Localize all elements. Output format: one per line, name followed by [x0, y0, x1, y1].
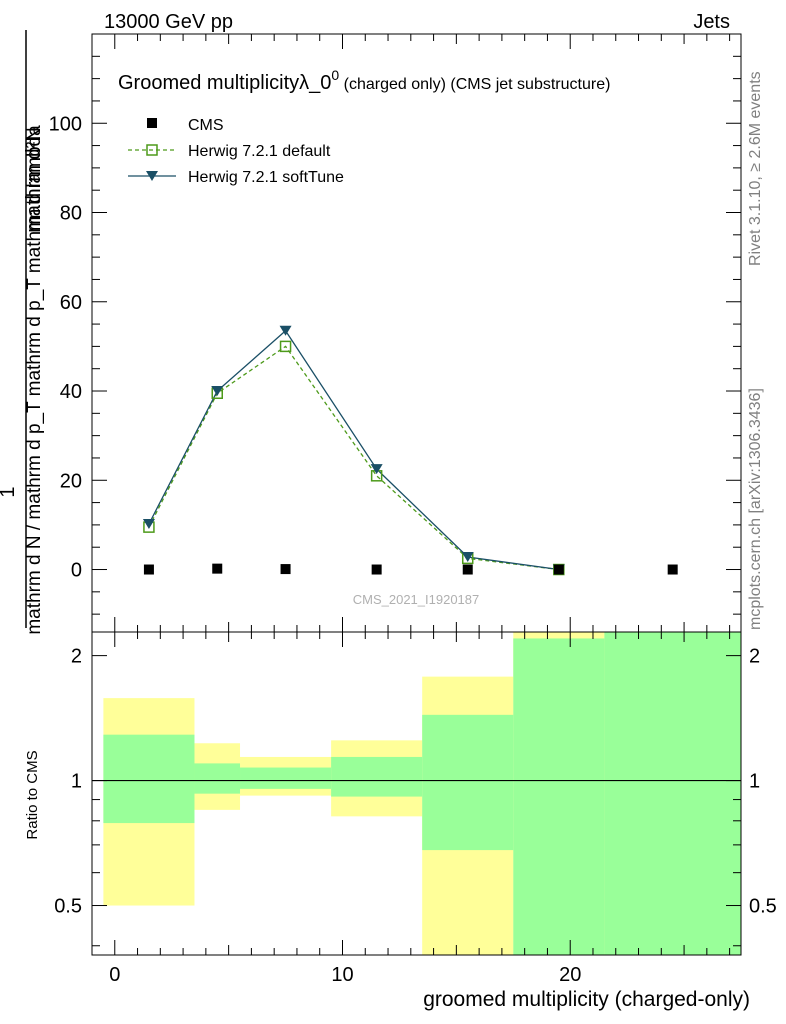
header-right: Jets [693, 11, 730, 33]
cms-data-point [143, 564, 154, 575]
series-herwig-soft-line [148, 329, 559, 571]
herwig-soft-point [370, 464, 383, 475]
ratio-xtick-label: 20 [559, 964, 581, 986]
mcplots-label: mcplots.cern.ch [arXiv:1306.3436] [747, 388, 764, 630]
main-title: Groomed multiplicityλ_00 (charged only) … [118, 67, 610, 94]
main-ytick-label: 20 [60, 470, 82, 492]
ratio-ytick-label-right: 0.5 [749, 896, 777, 918]
legend-soft-marker [146, 171, 158, 181]
series-herwig-default-line [148, 345, 559, 571]
main-plot-area: 0 20 40 60 80 100 [49, 33, 742, 633]
svg-text:mathrm d²N: mathrm d²N [23, 127, 45, 233]
herwig-soft-point [211, 386, 224, 397]
legend-soft-label: Herwig 7.2.1 softTune [188, 169, 344, 186]
cms-data-point [462, 564, 473, 575]
header-left: 13000 GeV pp [104, 11, 233, 33]
main-ytick-label: 40 [60, 381, 82, 403]
ratio-band-green [240, 767, 332, 789]
cms-data-point [667, 564, 678, 575]
main-ylabel: 1 mathrm d²N mathrm d N / mathrm d p_T m… [0, 30, 45, 635]
legend-default-marker [146, 144, 158, 156]
ratio-band-green [604, 632, 741, 955]
herwig-default-point [279, 340, 292, 353]
cms-data-point [212, 563, 223, 574]
herwig-soft-point [142, 519, 155, 530]
xlabel: groomed multiplicity (charged-only) [423, 988, 750, 1011]
ratio-ytick-label: 0.5 [54, 896, 82, 918]
ratio-ytick-label-right: 1 [749, 771, 760, 793]
ratio-band-green [513, 638, 605, 955]
ratio-band-green [103, 734, 195, 824]
svg-text:1: 1 [0, 486, 19, 497]
ratio-ylabel: Ratio to CMS [24, 750, 41, 839]
watermark: CMS_2021_I1920187 [353, 592, 480, 607]
legend-cms-marker [147, 118, 157, 128]
ratio-band-green [422, 714, 514, 851]
main-ytick-label: 60 [60, 292, 82, 314]
svg-text:mathrm d N / mathrm d p_T math: mathrm d N / mathrm d p_T mathrm d p_T m… [24, 125, 45, 635]
ratio-band-green [331, 756, 423, 797]
ratio-xtick-label: 10 [331, 964, 353, 986]
cms-data-point [371, 564, 382, 575]
herwig-soft-point [461, 552, 474, 563]
legend-default-label: Herwig 7.2.1 default [188, 143, 331, 160]
herwig-soft-point [279, 325, 292, 336]
cms-data-point [553, 564, 564, 575]
legend-cms-label: CMS [188, 117, 224, 134]
main-ytick-label: 0 [71, 560, 82, 582]
main-ytick-label: 80 [60, 203, 82, 225]
ratio-ytick-label-right: 2 [749, 646, 760, 668]
main-ytick-label: 100 [49, 113, 82, 135]
ratio-xtick-label: 0 [109, 964, 120, 986]
ratio-ytick-label: 2 [71, 646, 82, 668]
cms-data-point [280, 564, 291, 575]
ratio-plot-area: 0.5 0.51 12 20 10 20 [54, 631, 777, 986]
rivet-label: Rivet 3.1.10, ≥ 2.6M events [747, 71, 764, 266]
legend: CMS Herwig 7.2.1 default Herwig 7.2.1 so… [128, 117, 344, 186]
ratio-ytick-label: 1 [71, 771, 82, 793]
ratio-frame [91, 631, 742, 956]
ratio-band-green [194, 763, 241, 794]
